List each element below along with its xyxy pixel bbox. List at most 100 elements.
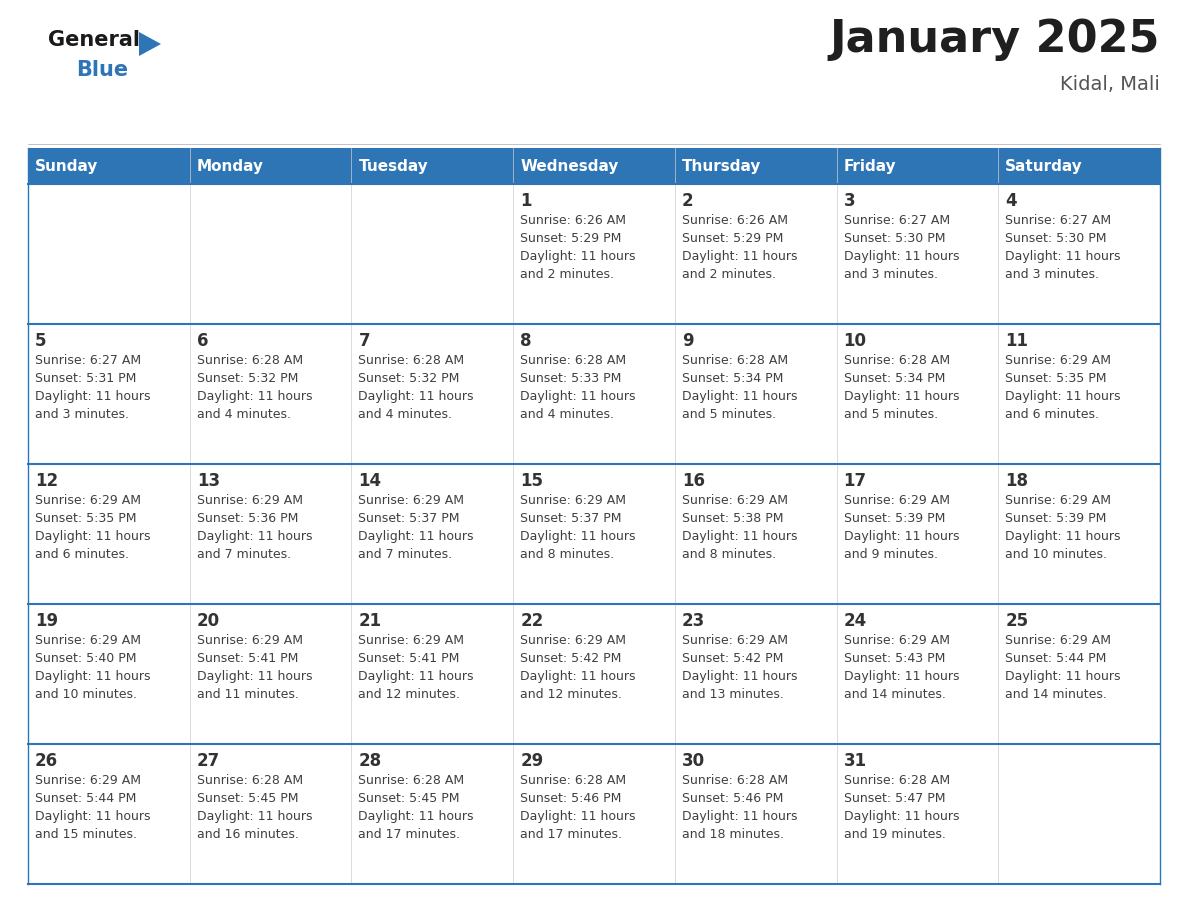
Text: 25: 25 xyxy=(1005,612,1029,630)
Bar xyxy=(513,464,675,604)
Bar xyxy=(675,184,836,324)
Bar xyxy=(513,604,675,744)
Text: 31: 31 xyxy=(843,752,867,770)
Text: 29: 29 xyxy=(520,752,543,770)
Bar xyxy=(675,148,836,184)
Text: 17: 17 xyxy=(843,472,867,490)
Bar xyxy=(675,324,836,464)
Text: 26: 26 xyxy=(34,752,58,770)
Text: Sunrise: 6:29 AM
Sunset: 5:41 PM
Daylight: 11 hours
and 12 minutes.: Sunrise: 6:29 AM Sunset: 5:41 PM Dayligh… xyxy=(359,634,474,701)
Text: Sunrise: 6:29 AM
Sunset: 5:39 PM
Daylight: 11 hours
and 9 minutes.: Sunrise: 6:29 AM Sunset: 5:39 PM Dayligh… xyxy=(843,494,959,561)
Text: 4: 4 xyxy=(1005,192,1017,210)
Text: Sunrise: 6:29 AM
Sunset: 5:39 PM
Daylight: 11 hours
and 10 minutes.: Sunrise: 6:29 AM Sunset: 5:39 PM Dayligh… xyxy=(1005,494,1120,561)
Text: Sunrise: 6:26 AM
Sunset: 5:29 PM
Daylight: 11 hours
and 2 minutes.: Sunrise: 6:26 AM Sunset: 5:29 PM Dayligh… xyxy=(520,214,636,281)
Bar xyxy=(190,324,352,464)
Bar xyxy=(190,148,352,184)
Bar xyxy=(836,604,998,744)
Text: 3: 3 xyxy=(843,192,855,210)
Text: 20: 20 xyxy=(197,612,220,630)
Text: Sunrise: 6:28 AM
Sunset: 5:34 PM
Daylight: 11 hours
and 5 minutes.: Sunrise: 6:28 AM Sunset: 5:34 PM Dayligh… xyxy=(843,354,959,421)
Bar xyxy=(29,148,190,184)
Bar xyxy=(29,324,190,464)
Bar xyxy=(29,464,190,604)
Polygon shape xyxy=(139,32,162,56)
Text: Sunrise: 6:29 AM
Sunset: 5:37 PM
Daylight: 11 hours
and 8 minutes.: Sunrise: 6:29 AM Sunset: 5:37 PM Dayligh… xyxy=(520,494,636,561)
Text: 27: 27 xyxy=(197,752,220,770)
Bar xyxy=(836,184,998,324)
Text: 9: 9 xyxy=(682,332,694,350)
Text: Sunrise: 6:29 AM
Sunset: 5:35 PM
Daylight: 11 hours
and 6 minutes.: Sunrise: 6:29 AM Sunset: 5:35 PM Dayligh… xyxy=(1005,354,1120,421)
Text: 23: 23 xyxy=(682,612,706,630)
Text: Sunrise: 6:26 AM
Sunset: 5:29 PM
Daylight: 11 hours
and 2 minutes.: Sunrise: 6:26 AM Sunset: 5:29 PM Dayligh… xyxy=(682,214,797,281)
Bar xyxy=(29,744,190,884)
Text: Kidal, Mali: Kidal, Mali xyxy=(1060,75,1159,94)
Text: Sunrise: 6:27 AM
Sunset: 5:31 PM
Daylight: 11 hours
and 3 minutes.: Sunrise: 6:27 AM Sunset: 5:31 PM Dayligh… xyxy=(34,354,151,421)
Text: 18: 18 xyxy=(1005,472,1029,490)
Text: 7: 7 xyxy=(359,332,369,350)
Text: Sunrise: 6:29 AM
Sunset: 5:38 PM
Daylight: 11 hours
and 8 minutes.: Sunrise: 6:29 AM Sunset: 5:38 PM Dayligh… xyxy=(682,494,797,561)
Text: Sunrise: 6:28 AM
Sunset: 5:45 PM
Daylight: 11 hours
and 17 minutes.: Sunrise: 6:28 AM Sunset: 5:45 PM Dayligh… xyxy=(359,774,474,841)
Bar xyxy=(513,744,675,884)
Text: Sunrise: 6:27 AM
Sunset: 5:30 PM
Daylight: 11 hours
and 3 minutes.: Sunrise: 6:27 AM Sunset: 5:30 PM Dayligh… xyxy=(1005,214,1120,281)
Bar xyxy=(513,184,675,324)
Bar xyxy=(352,324,513,464)
Text: 16: 16 xyxy=(682,472,704,490)
Text: 10: 10 xyxy=(843,332,866,350)
Text: Sunrise: 6:28 AM
Sunset: 5:47 PM
Daylight: 11 hours
and 19 minutes.: Sunrise: 6:28 AM Sunset: 5:47 PM Dayligh… xyxy=(843,774,959,841)
Text: 30: 30 xyxy=(682,752,704,770)
Text: 11: 11 xyxy=(1005,332,1029,350)
Bar xyxy=(513,324,675,464)
Text: Blue: Blue xyxy=(76,60,128,80)
Text: 22: 22 xyxy=(520,612,543,630)
Bar xyxy=(998,324,1159,464)
Text: Sunrise: 6:29 AM
Sunset: 5:37 PM
Daylight: 11 hours
and 7 minutes.: Sunrise: 6:29 AM Sunset: 5:37 PM Dayligh… xyxy=(359,494,474,561)
Text: 13: 13 xyxy=(197,472,220,490)
Text: Tuesday: Tuesday xyxy=(359,159,428,174)
Bar xyxy=(352,464,513,604)
Bar xyxy=(29,184,190,324)
Text: Sunrise: 6:29 AM
Sunset: 5:42 PM
Daylight: 11 hours
and 12 minutes.: Sunrise: 6:29 AM Sunset: 5:42 PM Dayligh… xyxy=(520,634,636,701)
Text: January 2025: January 2025 xyxy=(829,18,1159,61)
Bar xyxy=(675,744,836,884)
Bar xyxy=(836,744,998,884)
Bar xyxy=(190,744,352,884)
Text: Sunrise: 6:28 AM
Sunset: 5:46 PM
Daylight: 11 hours
and 17 minutes.: Sunrise: 6:28 AM Sunset: 5:46 PM Dayligh… xyxy=(520,774,636,841)
Bar xyxy=(190,184,352,324)
Text: 2: 2 xyxy=(682,192,694,210)
Bar xyxy=(836,324,998,464)
Text: 5: 5 xyxy=(34,332,46,350)
Bar xyxy=(998,744,1159,884)
Bar xyxy=(998,148,1159,184)
Bar xyxy=(998,464,1159,604)
Text: Thursday: Thursday xyxy=(682,159,762,174)
Text: Sunrise: 6:28 AM
Sunset: 5:33 PM
Daylight: 11 hours
and 4 minutes.: Sunrise: 6:28 AM Sunset: 5:33 PM Dayligh… xyxy=(520,354,636,421)
Text: Sunrise: 6:29 AM
Sunset: 5:41 PM
Daylight: 11 hours
and 11 minutes.: Sunrise: 6:29 AM Sunset: 5:41 PM Dayligh… xyxy=(197,634,312,701)
Text: Sunrise: 6:29 AM
Sunset: 5:40 PM
Daylight: 11 hours
and 10 minutes.: Sunrise: 6:29 AM Sunset: 5:40 PM Dayligh… xyxy=(34,634,151,701)
Bar xyxy=(998,604,1159,744)
Text: 19: 19 xyxy=(34,612,58,630)
Text: Sunrise: 6:29 AM
Sunset: 5:35 PM
Daylight: 11 hours
and 6 minutes.: Sunrise: 6:29 AM Sunset: 5:35 PM Dayligh… xyxy=(34,494,151,561)
Text: Sunrise: 6:29 AM
Sunset: 5:43 PM
Daylight: 11 hours
and 14 minutes.: Sunrise: 6:29 AM Sunset: 5:43 PM Dayligh… xyxy=(843,634,959,701)
Bar xyxy=(513,148,675,184)
Text: 1: 1 xyxy=(520,192,532,210)
Bar xyxy=(352,148,513,184)
Text: Sunrise: 6:28 AM
Sunset: 5:32 PM
Daylight: 11 hours
and 4 minutes.: Sunrise: 6:28 AM Sunset: 5:32 PM Dayligh… xyxy=(197,354,312,421)
Bar xyxy=(352,184,513,324)
Text: Sunrise: 6:28 AM
Sunset: 5:34 PM
Daylight: 11 hours
and 5 minutes.: Sunrise: 6:28 AM Sunset: 5:34 PM Dayligh… xyxy=(682,354,797,421)
Text: Saturday: Saturday xyxy=(1005,159,1083,174)
Text: 14: 14 xyxy=(359,472,381,490)
Text: 12: 12 xyxy=(34,472,58,490)
Bar xyxy=(352,604,513,744)
Text: Sunday: Sunday xyxy=(34,159,99,174)
Bar xyxy=(190,464,352,604)
Text: 8: 8 xyxy=(520,332,532,350)
Text: Sunrise: 6:27 AM
Sunset: 5:30 PM
Daylight: 11 hours
and 3 minutes.: Sunrise: 6:27 AM Sunset: 5:30 PM Dayligh… xyxy=(843,214,959,281)
Text: Friday: Friday xyxy=(843,159,896,174)
Bar xyxy=(836,464,998,604)
Bar xyxy=(836,148,998,184)
Text: Sunrise: 6:28 AM
Sunset: 5:32 PM
Daylight: 11 hours
and 4 minutes.: Sunrise: 6:28 AM Sunset: 5:32 PM Dayligh… xyxy=(359,354,474,421)
Bar xyxy=(29,604,190,744)
Text: Sunrise: 6:29 AM
Sunset: 5:44 PM
Daylight: 11 hours
and 14 minutes.: Sunrise: 6:29 AM Sunset: 5:44 PM Dayligh… xyxy=(1005,634,1120,701)
Text: 6: 6 xyxy=(197,332,208,350)
Text: Sunrise: 6:29 AM
Sunset: 5:42 PM
Daylight: 11 hours
and 13 minutes.: Sunrise: 6:29 AM Sunset: 5:42 PM Dayligh… xyxy=(682,634,797,701)
